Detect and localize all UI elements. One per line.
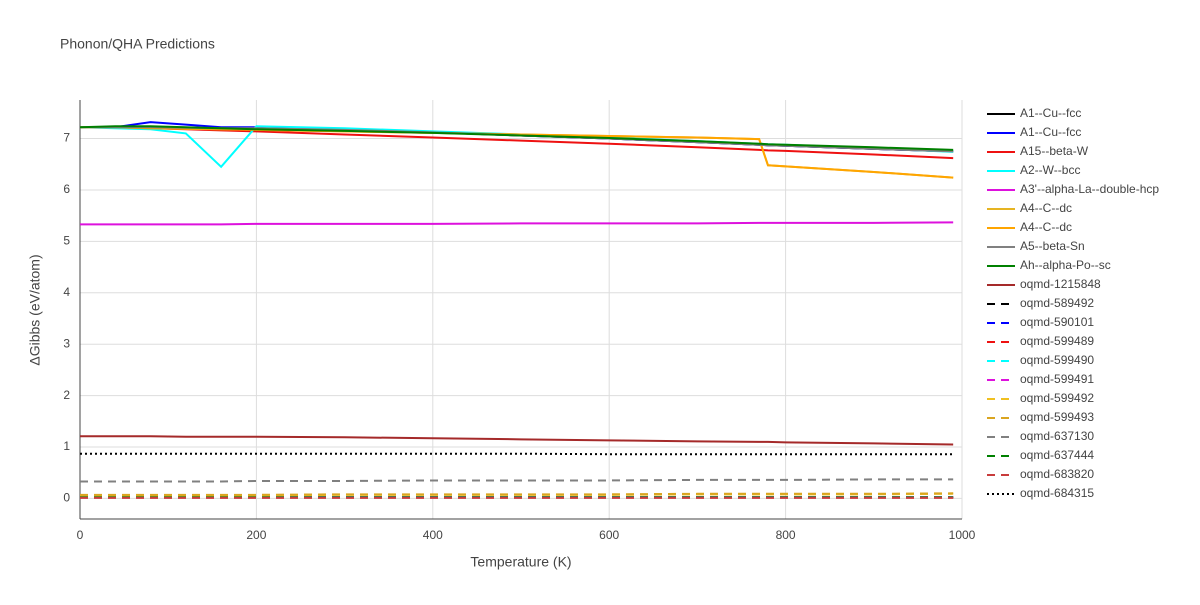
x-tick-label: 200: [246, 528, 266, 542]
legend-label: oqmd-599491: [1020, 372, 1094, 386]
legend-label: A15--beta-W: [1020, 144, 1089, 158]
legend-label: Ah--alpha-Po--sc: [1020, 258, 1111, 272]
legend-label: A4--C--dc: [1020, 220, 1072, 234]
legend-label: A4--C--dc: [1020, 201, 1072, 215]
y-tick-label: 4: [63, 285, 70, 299]
x-tick-label: 800: [776, 528, 796, 542]
series-line: [80, 126, 954, 160]
legend-label: oqmd-684315: [1020, 486, 1094, 500]
x-tick-label: 0: [77, 528, 84, 542]
chart-title: Phonon/QHA Predictions: [60, 36, 215, 52]
legend-label: oqmd-599490: [1020, 353, 1094, 367]
y-tick-label: 6: [63, 182, 70, 196]
y-tick-label: 2: [63, 388, 70, 402]
x-tick-label: 400: [423, 528, 443, 542]
x-tick-label: 600: [599, 528, 619, 542]
series-line: [80, 435, 954, 446]
legend-label: oqmd-599492: [1020, 391, 1094, 405]
y-tick-label: 5: [63, 234, 70, 248]
x-tick-label: 1000: [949, 528, 976, 542]
legend-label: A5--beta-Sn: [1020, 239, 1085, 253]
y-tick-label: 1: [63, 439, 70, 453]
legend-label: A1--Cu--fcc: [1020, 125, 1081, 139]
y-axis-label: ΔGibbs (eV/atom): [27, 254, 43, 365]
legend-label: A1--Cu--fcc: [1020, 106, 1081, 120]
series-line: [80, 492, 954, 496]
legend-label: oqmd-637130: [1020, 429, 1094, 443]
series-line: [80, 478, 954, 483]
legend-label: oqmd-637444: [1020, 448, 1094, 462]
series-line: [80, 452, 954, 456]
legend-label: A3'--alpha-La--double-hcp: [1020, 182, 1159, 196]
series-line: [80, 221, 954, 226]
legend-label: oqmd-683820: [1020, 467, 1094, 481]
legend-label: oqmd-599489: [1020, 334, 1094, 348]
legend-label: A2--W--bcc: [1020, 163, 1080, 177]
y-tick-label: 3: [63, 336, 70, 350]
x-axis-label: Temperature (K): [470, 554, 571, 570]
legend-label: oqmd-590101: [1020, 315, 1094, 329]
legend-label: oqmd-599493: [1020, 410, 1094, 424]
y-tick-label: 7: [63, 131, 70, 145]
legend-label: oqmd-1215848: [1020, 277, 1101, 291]
series-line: [79, 125, 954, 151]
legend-label: oqmd-589492: [1020, 296, 1094, 310]
y-tick-label: 0: [63, 491, 70, 505]
